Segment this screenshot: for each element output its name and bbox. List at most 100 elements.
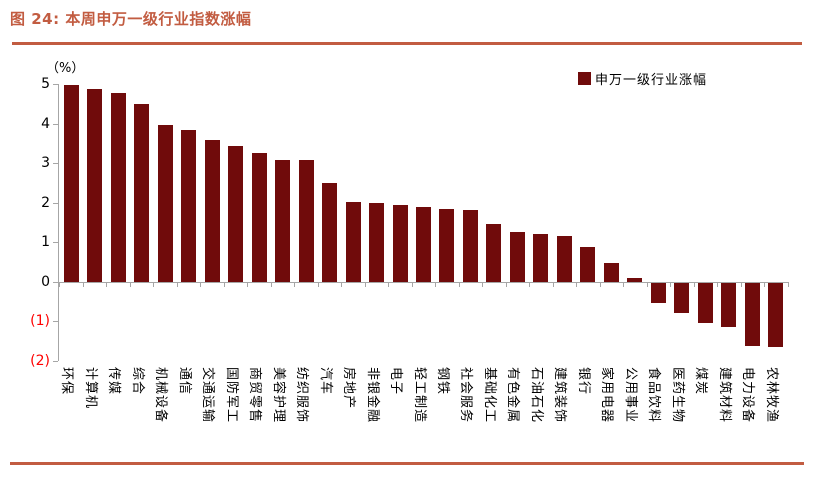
y-tick-label: 3 bbox=[41, 155, 50, 172]
x-axis-tick bbox=[129, 283, 131, 287]
category-label: 商贸零售 bbox=[247, 367, 263, 424]
category-label: 国防军工 bbox=[223, 367, 239, 424]
legend-swatch bbox=[578, 72, 591, 85]
x-axis-tick bbox=[176, 283, 178, 287]
bar bbox=[416, 207, 431, 282]
category-label: 煤炭 bbox=[693, 367, 709, 396]
y-axis-tick bbox=[53, 321, 58, 323]
category-label: 有色金属 bbox=[505, 367, 521, 424]
y-axis-line bbox=[58, 84, 59, 361]
category-label: 社会服务 bbox=[458, 367, 474, 424]
title-underline bbox=[12, 42, 802, 45]
bar bbox=[181, 129, 197, 282]
bar bbox=[228, 146, 244, 282]
y-axis-tick bbox=[53, 163, 58, 165]
y-axis-tick bbox=[53, 202, 58, 204]
bar bbox=[486, 224, 502, 282]
x-axis-tick bbox=[670, 283, 672, 287]
bar bbox=[721, 283, 737, 327]
category-label: 食品饮料 bbox=[646, 367, 662, 424]
bar bbox=[603, 262, 619, 282]
y-tick-label: 0 bbox=[41, 273, 50, 290]
x-axis-tick bbox=[740, 283, 742, 287]
bar bbox=[157, 124, 173, 282]
y-tick-label: (2) bbox=[30, 353, 50, 369]
bar bbox=[509, 231, 525, 282]
category-label: 房地产 bbox=[341, 367, 356, 410]
x-axis-tick bbox=[153, 283, 155, 287]
x-axis-tick bbox=[435, 283, 437, 287]
bar bbox=[392, 205, 408, 282]
x-axis-tick bbox=[247, 283, 249, 287]
y-axis-tick bbox=[53, 361, 58, 362]
y-tick-label: 2 bbox=[41, 194, 50, 211]
category-label: 综合 bbox=[129, 367, 145, 396]
bar bbox=[251, 152, 267, 282]
category-label: 建筑装饰 bbox=[552, 367, 568, 424]
figure-bottom-rule bbox=[10, 462, 804, 465]
category-label: 家用电器 bbox=[599, 367, 615, 424]
x-axis-tick bbox=[106, 283, 108, 287]
x-axis-tick bbox=[364, 283, 366, 287]
category-label: 非银金融 bbox=[364, 367, 380, 424]
x-axis-tick bbox=[82, 283, 84, 287]
x-axis-tick bbox=[341, 283, 343, 287]
bar bbox=[204, 139, 220, 282]
category-label: 公用事业 bbox=[622, 367, 638, 424]
y-axis-unit-label: （%） bbox=[46, 61, 85, 76]
category-label: 电力设备 bbox=[740, 367, 756, 424]
bar bbox=[627, 278, 643, 282]
category-label: 建筑材料 bbox=[716, 367, 732, 424]
x-axis-tick bbox=[294, 283, 296, 287]
category-label: 钢铁 bbox=[434, 367, 450, 396]
bar bbox=[275, 159, 291, 282]
bar bbox=[650, 283, 666, 303]
bar bbox=[439, 209, 455, 282]
category-label: 通信 bbox=[176, 367, 192, 396]
category-label: 汽车 bbox=[317, 367, 333, 396]
bar bbox=[556, 235, 572, 282]
x-axis-tick bbox=[200, 283, 202, 287]
bar bbox=[134, 103, 150, 282]
x-axis-tick bbox=[388, 283, 390, 287]
y-tick-label: (1) bbox=[30, 313, 50, 330]
category-label: 轻工制造 bbox=[411, 367, 427, 424]
bar bbox=[744, 283, 760, 346]
category-label: 交通运输 bbox=[200, 367, 216, 424]
category-label: 机械设备 bbox=[153, 367, 169, 424]
category-label: 电子 bbox=[388, 367, 403, 396]
category-label: 传媒 bbox=[106, 367, 122, 396]
x-axis-tick bbox=[458, 283, 460, 287]
x-axis-tick bbox=[764, 283, 766, 287]
category-label: 基础化工 bbox=[481, 367, 497, 424]
bar bbox=[462, 210, 478, 282]
y-axis-tick bbox=[53, 123, 58, 125]
bar bbox=[345, 201, 361, 282]
bar bbox=[674, 283, 690, 313]
x-axis-tick bbox=[270, 283, 272, 287]
category-label: 纺织服饰 bbox=[294, 367, 310, 424]
x-axis-tick bbox=[646, 283, 648, 287]
category-label: 农林牧渔 bbox=[763, 367, 779, 424]
bar bbox=[298, 160, 314, 282]
bar bbox=[110, 93, 126, 282]
x-axis-tick bbox=[223, 283, 225, 287]
y-tick-label: 5 bbox=[41, 76, 50, 92]
bar bbox=[768, 283, 784, 347]
category-label: 环保 bbox=[59, 367, 75, 396]
category-label: 石油石化 bbox=[528, 367, 544, 424]
x-axis-tick bbox=[552, 283, 554, 287]
x-axis-tick bbox=[623, 283, 625, 287]
category-label: 银行 bbox=[575, 367, 591, 396]
y-tick-label: 4 bbox=[41, 115, 50, 132]
x-axis-line bbox=[58, 282, 789, 283]
x-axis-tick bbox=[529, 283, 531, 287]
x-axis-tick bbox=[717, 283, 719, 287]
x-axis-tick bbox=[482, 283, 484, 287]
x-axis-tick bbox=[576, 283, 578, 287]
bar bbox=[63, 85, 79, 282]
x-axis-tick bbox=[599, 283, 601, 287]
bar bbox=[87, 89, 103, 282]
x-axis-tick bbox=[411, 283, 413, 287]
